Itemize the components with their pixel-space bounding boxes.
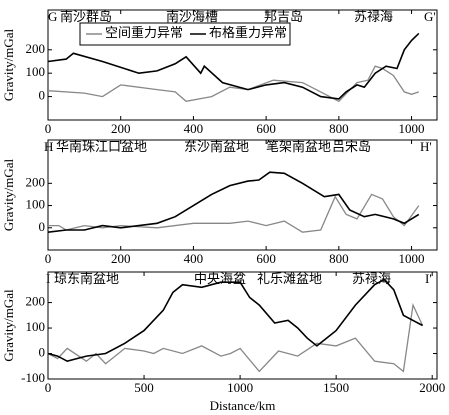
y-tick-label: 0: [39, 88, 46, 103]
x-tick-label: 600: [256, 121, 276, 136]
y-tick-label: 200: [26, 41, 46, 56]
y-tick-label: 100: [26, 319, 46, 334]
annotation: H': [420, 139, 432, 154]
annotation: G: [48, 9, 57, 24]
x-tick-label: 400: [184, 251, 204, 266]
annotation: 吕宋岛: [332, 139, 371, 154]
annotation: I': [425, 271, 432, 286]
x-tick-label: 0: [45, 380, 52, 395]
annotation: G': [424, 9, 436, 24]
data-line: [47, 278, 423, 363]
x-tick-label: 400: [184, 121, 204, 136]
annotation: 琼东南盆地: [54, 271, 119, 286]
annotation: 华南珠江口盆地: [56, 139, 147, 154]
x-tick-label: 1000: [399, 251, 425, 266]
annotation: H: [44, 139, 53, 154]
data-line: [48, 193, 420, 233]
plot-frame: [47, 271, 438, 380]
y-tick-label: 100: [26, 197, 46, 212]
x-tick-label: 1000: [227, 380, 253, 395]
annotation: 苏禄海: [352, 271, 391, 286]
legend-box: [79, 22, 291, 46]
x-tick-label: 800: [329, 121, 349, 136]
annotation: 笔架南盆地: [266, 139, 331, 154]
data-line: [47, 302, 424, 373]
y-axis-label: Gravity/mGal: [1, 289, 16, 362]
legend-label: 空间重力异常: [105, 25, 183, 40]
x-tick-label: 200: [111, 121, 131, 136]
annotation: I: [46, 271, 50, 286]
x-axis-label: Distance/km: [210, 398, 276, 413]
annotation: 南沙群岛: [60, 9, 112, 24]
y-axis-label: Gravity/mGal: [1, 29, 16, 102]
y-tick-label: 0: [39, 219, 46, 234]
y-tick-label: -100: [21, 370, 45, 385]
legend-label: 布格重力异常: [209, 25, 287, 40]
y-tick-label: 200: [26, 294, 46, 309]
y-tick-label: 0: [39, 345, 46, 360]
data-line: [47, 171, 420, 233]
annotation: 邦吉岛: [264, 9, 303, 24]
y-tick-label: 100: [26, 64, 46, 79]
x-tick-label: 0: [45, 251, 52, 266]
data-line: [47, 65, 420, 103]
annotation: 礼乐滩盆地: [257, 271, 322, 286]
x-tick-label: 800: [329, 251, 349, 266]
data-line: [47, 32, 420, 100]
x-tick-label: 1000: [399, 121, 425, 136]
x-tick-label: 600: [256, 251, 276, 266]
annotation: 中央海盆: [194, 271, 246, 286]
x-tick-label: 500: [134, 380, 154, 395]
x-tick-label: 0: [45, 121, 52, 136]
annotation: 南沙海槽: [166, 9, 218, 24]
annotation: 东沙南盆地: [184, 139, 249, 154]
y-axis-label: Gravity/mGal: [1, 159, 16, 232]
x-tick-label: 200: [111, 251, 131, 266]
y-tick-label: 200: [26, 174, 46, 189]
plot-frame: [47, 9, 438, 121]
annotation: 苏禄海: [354, 9, 393, 24]
x-tick-label: 2000: [419, 380, 445, 395]
plot-frame: [47, 139, 438, 251]
x-tick-label: 1500: [323, 380, 349, 395]
